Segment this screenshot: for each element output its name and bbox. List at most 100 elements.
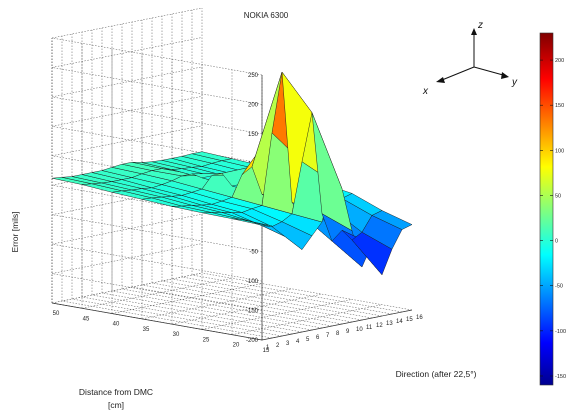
floor-gridline [111,283,263,314]
direction-tick-labels: 1 2 3 4 5 6 7 8 9 10 11 12 13 14 15 16 [266,315,423,351]
z-tick-label: -150 [246,309,259,315]
surface-mesh [51,71,413,276]
colorbar-tick-label: 200 [555,58,564,64]
distance-tick-labels: 50 45 40 35 30 25 20 15 [53,311,270,354]
colorbar-tick-label: 50 [555,193,561,199]
axis-indicator-x-label: x [422,86,429,97]
direction-axis-label: Direction (after 22,5°) [396,369,477,379]
surface-patch [371,210,413,230]
chart-title: NOKIA 6300 [244,11,289,20]
floor-gridline [51,272,203,304]
floor-gridline [201,272,413,311]
box-edge [261,309,413,341]
direction-tick-label: 16 [416,315,423,321]
axis-indicator-z-arrow [471,28,477,35]
axis-indicator-x-arrow [436,77,445,83]
side-wall-gridline [51,273,263,311]
colorbar-gradient [539,32,554,386]
floor-gridline [191,274,403,313]
distance-tick-label: 35 [143,327,150,333]
direction-tick-label: 3 [286,341,290,347]
direction-tick-label: 2 [276,343,280,349]
direction-tick-label: 11 [366,325,373,331]
direction-tick-label: 4 [296,339,300,345]
floor-gridline [161,280,373,319]
floor-gridline [141,284,353,323]
direction-tick-label: 7 [326,333,330,339]
distance-tick-label: 50 [53,311,60,317]
direction-tick-label: 12 [376,323,383,329]
side-wall-gridline [51,37,263,76]
z-tick-label: 150 [248,132,259,138]
back-wall-gridline [51,66,203,98]
side-wall-gridline [51,214,263,252]
floor-gridline [201,299,353,330]
floor-gridline [231,304,383,335]
floor-gridline [91,294,303,333]
distance-axis-label-line2: [cm] [108,400,124,410]
z-tick-label: 200 [248,102,259,108]
distance-axis-label-line1: Distance from DMC [79,387,153,397]
floor-gridline [71,298,283,337]
distance-tick-label: 45 [83,316,90,322]
distance-tick-label: 25 [203,337,210,343]
distance-tick-label: 15 [263,348,270,354]
back-wall-gridline [51,243,203,274]
distance-tick-label: 40 [113,322,120,328]
side-wall-gridline [51,243,263,282]
direction-tick-label: 15 [406,317,413,323]
colorbar-tick-label: 150 [555,103,564,109]
axis-indicator-y-label: y [511,77,518,88]
colorbar-tick-label: 100 [555,148,564,154]
direction-tick-label: 9 [346,329,350,335]
axis-indicator-y-line [473,66,504,76]
distance-tick-label: 30 [173,332,180,338]
z-tick-label: -200 [246,338,259,344]
floor-gridline [181,276,393,315]
floor-gridline [81,278,233,309]
back-wall-gridline [51,213,203,245]
floor-gridline [171,293,323,325]
colorbar-ticks: 200 150 100 50 0 -50 -100 -150 [540,58,566,380]
direction-tick-label: 1 [266,345,270,351]
back-wall-gridline [51,37,203,68]
floor-gridline [61,300,273,339]
axis-indicator-y-arrow [501,72,509,79]
z-tick-label: 250 [248,73,259,79]
z-tick-label: -50 [249,250,258,256]
axis-indicator: z x y [422,20,518,97]
side-wall-gridline [51,126,263,164]
direction-tick-label: 10 [356,327,363,333]
z-axis-label: Error [mils] [10,211,20,252]
direction-tick-label: 14 [396,319,403,325]
colorbar-tick-label: -50 [555,284,563,290]
colorbar-tick-label: -150 [555,374,566,380]
floor-gridline [121,288,333,327]
back-wall-gridline [51,125,203,157]
direction-tick-label: 5 [306,337,310,343]
box-edge [51,302,263,341]
back-wall-gridline [51,7,203,39]
floor-gridline [141,288,293,320]
direction-tick-label: 6 [316,335,320,341]
floor-gridline [101,292,313,331]
axis-indicator-x-line [441,66,475,81]
floor-gridline [171,278,383,317]
floor-gridline [81,296,293,335]
grid-lines [51,7,413,341]
colorbar: 200 150 100 50 0 -50 -100 -150 [539,32,566,386]
colorbar-tick-label: -100 [555,329,566,335]
axis-indicator-z-label: z [477,20,483,31]
side-wall-gridline [51,155,263,194]
floor-gridline [151,282,363,321]
side-wall-gridline [51,67,263,105]
back-wall-gridline [51,96,203,127]
side-wall-gridline [51,96,263,135]
floor-gridline [131,286,343,325]
distance-tick-label: 20 [233,343,240,349]
direction-tick-label: 8 [336,331,340,337]
direction-tick-label: 13 [386,321,393,327]
colorbar-tick-label: 0 [555,239,558,245]
